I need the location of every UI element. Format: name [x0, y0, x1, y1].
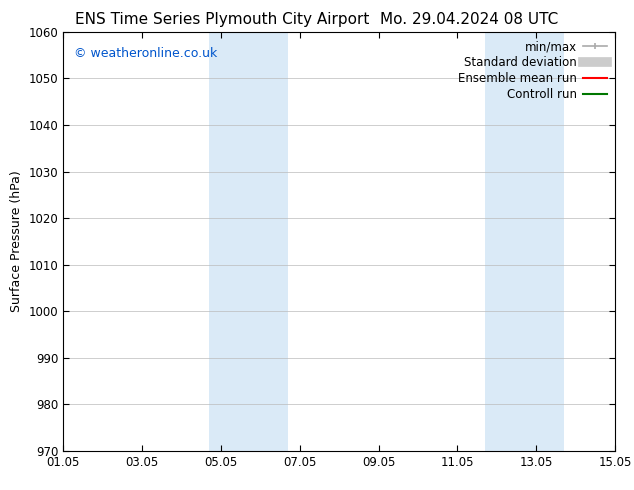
- Text: © weatheronline.co.uk: © weatheronline.co.uk: [74, 47, 217, 59]
- Y-axis label: Surface Pressure (hPa): Surface Pressure (hPa): [10, 171, 23, 312]
- Bar: [209, 32, 288, 451]
- Legend: min/max, Standard deviation, Ensemble mean run, Controll run: min/max, Standard deviation, Ensemble me…: [453, 35, 611, 106]
- Text: ENS Time Series Plymouth City Airport: ENS Time Series Plymouth City Airport: [75, 12, 369, 27]
- Bar: [485, 32, 564, 451]
- Text: Mo. 29.04.2024 08 UTC: Mo. 29.04.2024 08 UTC: [380, 12, 559, 27]
